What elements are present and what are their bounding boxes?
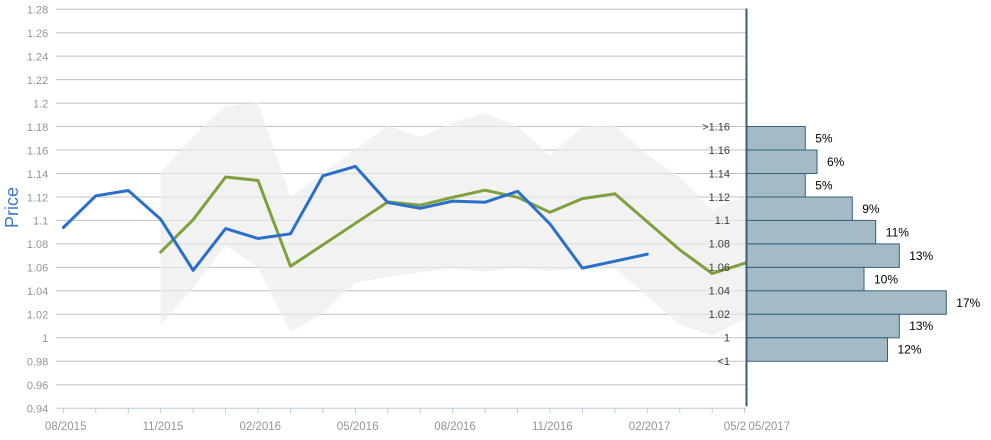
svg-text:11%: 11% xyxy=(886,225,909,239)
svg-text:1.2: 1.2 xyxy=(33,98,48,110)
svg-text:1.22: 1.22 xyxy=(27,75,48,87)
svg-text:05/2016: 05/2016 xyxy=(337,421,379,433)
svg-text:1.08: 1.08 xyxy=(27,239,48,251)
svg-text:1.1: 1.1 xyxy=(715,215,730,227)
svg-text:1.06: 1.06 xyxy=(27,263,48,275)
svg-text:0.98: 0.98 xyxy=(27,357,48,369)
svg-text:5%: 5% xyxy=(815,132,833,146)
svg-text:>1.16: >1.16 xyxy=(702,121,730,133)
svg-text:1.26: 1.26 xyxy=(27,28,48,40)
svg-text:1.28: 1.28 xyxy=(27,5,48,17)
svg-text:11/2015: 11/2015 xyxy=(143,421,184,433)
svg-text:Price: Price xyxy=(2,187,22,228)
svg-text:05/2017: 05/2017 xyxy=(749,421,791,433)
svg-text:1.16: 1.16 xyxy=(27,145,48,157)
svg-text:1.02: 1.02 xyxy=(709,309,730,321)
svg-text:08/2015: 08/2015 xyxy=(45,421,87,433)
svg-text:08/2016: 08/2016 xyxy=(434,421,476,433)
svg-text:<1: <1 xyxy=(717,356,730,368)
svg-text:1.24: 1.24 xyxy=(27,51,48,63)
svg-text:1.14: 1.14 xyxy=(709,168,730,180)
svg-text:1.08: 1.08 xyxy=(709,239,730,251)
svg-text:12%: 12% xyxy=(898,343,922,357)
svg-text:1.14: 1.14 xyxy=(27,169,48,181)
svg-text:1: 1 xyxy=(724,333,730,345)
svg-text:02/2017: 02/2017 xyxy=(629,421,671,433)
svg-text:13%: 13% xyxy=(909,249,933,263)
svg-text:1.06: 1.06 xyxy=(709,262,730,274)
svg-text:6%: 6% xyxy=(827,155,845,169)
svg-text:1.12: 1.12 xyxy=(27,192,48,204)
svg-text:1.16: 1.16 xyxy=(709,145,730,157)
svg-text:0.94: 0.94 xyxy=(27,404,48,416)
svg-text:5%: 5% xyxy=(815,178,833,192)
svg-text:9%: 9% xyxy=(862,202,880,216)
svg-text:1.12: 1.12 xyxy=(709,192,730,204)
svg-text:1.04: 1.04 xyxy=(27,286,48,298)
svg-text:1.18: 1.18 xyxy=(27,122,48,134)
svg-text:10%: 10% xyxy=(874,272,898,286)
svg-text:1: 1 xyxy=(42,333,48,345)
svg-text:02/2016: 02/2016 xyxy=(240,421,282,433)
svg-text:05/2: 05/2 xyxy=(724,421,746,433)
svg-text:13%: 13% xyxy=(909,319,933,333)
svg-text:0.96: 0.96 xyxy=(27,380,48,392)
svg-text:1.1: 1.1 xyxy=(33,216,48,228)
svg-text:1.02: 1.02 xyxy=(27,310,48,322)
svg-text:1.04: 1.04 xyxy=(709,286,730,298)
svg-text:17%: 17% xyxy=(956,296,980,310)
svg-text:11/2016: 11/2016 xyxy=(532,421,573,433)
